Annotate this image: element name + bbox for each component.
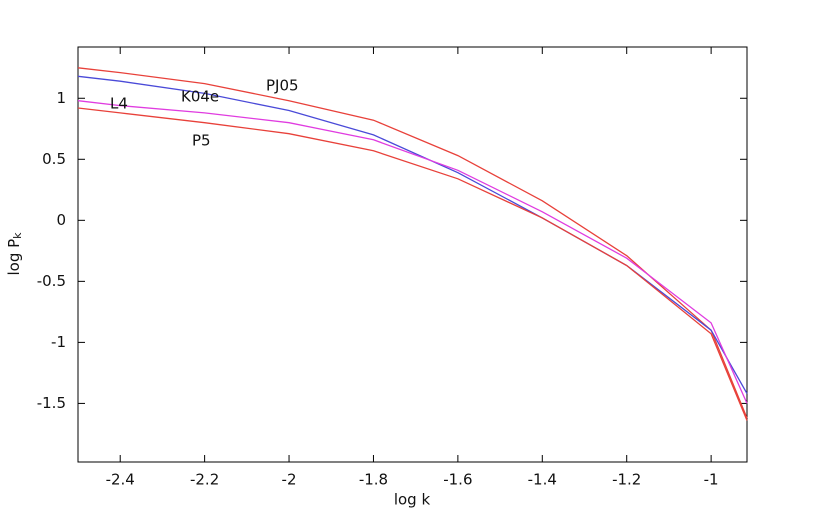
x-tick-label: -1.2 <box>612 471 641 489</box>
y-axis-label-main: log P <box>5 239 23 276</box>
series-label: P5 <box>192 132 211 150</box>
y-axis-label: log Pk <box>5 232 25 276</box>
x-tick-label: -1.4 <box>528 471 557 489</box>
x-tick-label: -1 <box>704 471 719 489</box>
x-tick-label: -1.6 <box>443 471 472 489</box>
x-tick-label: -2.4 <box>106 471 135 489</box>
x-tick-label: -1.8 <box>359 471 388 489</box>
y-tick-label: -1 <box>51 333 66 351</box>
series-label: PJ05 <box>266 77 299 95</box>
series-line <box>77 107 748 421</box>
y-tick-label: 0.5 <box>42 150 66 168</box>
y-tick-label: -1.5 <box>37 394 66 412</box>
x-tick-label: -2 <box>282 471 297 489</box>
y-axis-label-sub: k <box>11 232 24 239</box>
plot-frame <box>77 46 748 463</box>
y-tick-label: -0.5 <box>37 272 66 290</box>
series-line <box>77 75 748 394</box>
x-axis-label: log k <box>394 491 431 509</box>
y-tick-label: 0 <box>56 211 66 229</box>
y-tick-label: 1 <box>56 89 66 107</box>
series-line <box>77 67 748 419</box>
series-line <box>77 100 748 404</box>
x-tick-label: -2.2 <box>190 471 219 489</box>
series-label: K04e <box>181 88 219 106</box>
series-label: L4 <box>110 95 128 113</box>
